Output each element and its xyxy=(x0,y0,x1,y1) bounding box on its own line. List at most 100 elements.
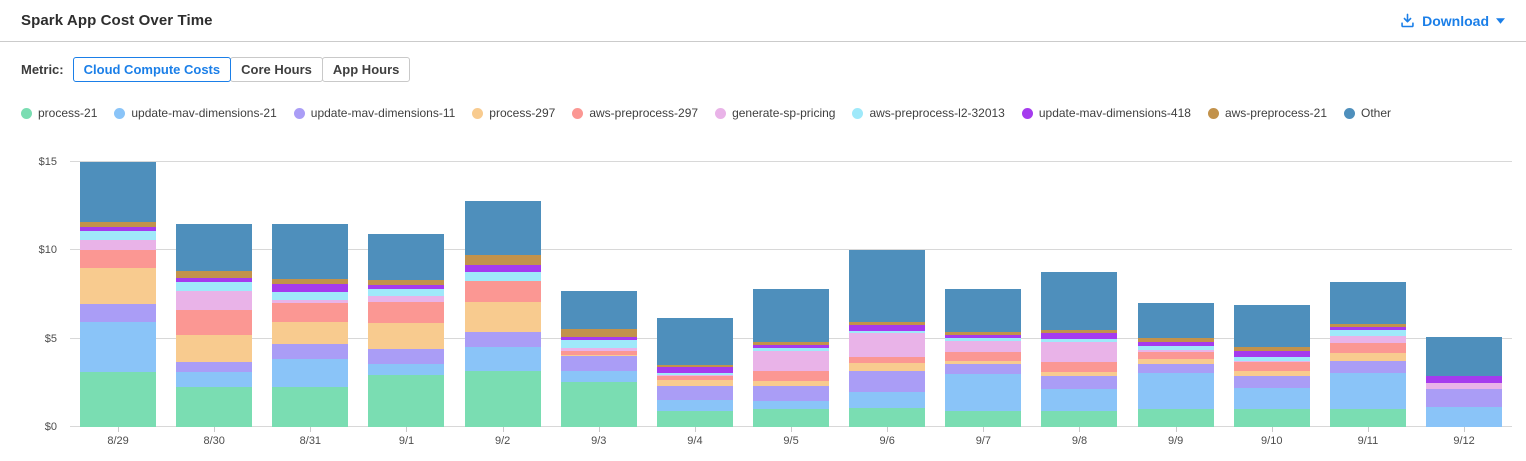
bar-segment-aws-preprocess-l2-32013[interactable] xyxy=(753,348,830,352)
stacked-bar-9/2[interactable] xyxy=(464,200,541,427)
bar-segment-update-mav-dimensions-11[interactable] xyxy=(753,386,830,402)
bar-segment-process-21[interactable] xyxy=(1329,409,1406,427)
bar-segment-update-mav-dimensions-11[interactable] xyxy=(176,361,253,373)
bar-segment-Other[interactable] xyxy=(560,291,637,329)
bar-segment-process-297[interactable] xyxy=(656,380,733,386)
bar-segment-aws-preprocess-297[interactable] xyxy=(176,310,253,336)
bar-segment-generate-sp-pricing[interactable] xyxy=(80,239,157,251)
bar-segment-aws-preprocess-21[interactable] xyxy=(753,342,830,346)
bar-segment-update-mav-dimensions-11[interactable] xyxy=(1041,375,1118,390)
bar-segment-aws-preprocess-297[interactable] xyxy=(560,351,637,355)
bar-segment-process-21[interactable] xyxy=(80,372,157,427)
bar-segment-aws-preprocess-21[interactable] xyxy=(272,279,349,284)
bar-segment-update-mav-dimensions-21[interactable] xyxy=(272,358,349,388)
bar-segment-generate-sp-pricing[interactable] xyxy=(1137,350,1214,353)
stacked-bar-9/1[interactable] xyxy=(368,234,445,427)
bar-segment-process-21[interactable] xyxy=(368,374,445,427)
bar-segment-process-21[interactable] xyxy=(656,411,733,427)
bar-segment-aws-preprocess-l2-32013[interactable] xyxy=(464,272,541,282)
bar-segment-update-mav-dimensions-11[interactable] xyxy=(272,343,349,359)
bar-segment-update-mav-dimensions-11[interactable] xyxy=(464,331,541,347)
bar-segment-aws-preprocess-l2-32013[interactable] xyxy=(1233,356,1310,361)
bar-segment-update-mav-dimensions-11[interactable] xyxy=(945,363,1022,375)
bar-segment-Other[interactable] xyxy=(1233,305,1310,347)
legend-item-aws-preprocess-21[interactable]: aws-preprocess-21 xyxy=(1207,106,1327,120)
legend-item-aws-preprocess-l2-32013[interactable]: aws-preprocess-l2-32013 xyxy=(852,106,1005,120)
bar-segment-Other[interactable] xyxy=(1041,271,1118,330)
bar-segment-process-297[interactable] xyxy=(753,381,830,387)
bar-segment-update-mav-dimensions-418[interactable] xyxy=(849,324,926,331)
bar-segment-aws-preprocess-l2-32013[interactable] xyxy=(560,340,637,349)
legend-item-update-mav-dimensions-418[interactable]: update-mav-dimensions-418 xyxy=(1021,106,1191,120)
bar-segment-update-mav-dimensions-418[interactable] xyxy=(945,335,1022,339)
bar-segment-aws-preprocess-l2-32013[interactable] xyxy=(1041,338,1118,342)
bar-segment-process-21[interactable] xyxy=(272,387,349,427)
bar-segment-process-297[interactable] xyxy=(272,321,349,344)
bar-segment-generate-sp-pricing[interactable] xyxy=(849,332,926,358)
stacked-bar-9/3[interactable] xyxy=(560,291,637,427)
bar-segment-aws-preprocess-l2-32013[interactable] xyxy=(272,291,349,300)
bar-segment-generate-sp-pricing[interactable] xyxy=(1233,360,1310,363)
download-button[interactable]: Download xyxy=(1400,13,1505,29)
bar-segment-process-297[interactable] xyxy=(1041,371,1118,376)
bar-segment-update-mav-dimensions-418[interactable] xyxy=(1233,350,1310,357)
bar-segment-aws-preprocess-l2-32013[interactable] xyxy=(80,230,157,240)
bar-segment-process-297[interactable] xyxy=(560,354,637,357)
bar-segment-process-297[interactable] xyxy=(368,322,445,350)
bar-segment-aws-preprocess-297[interactable] xyxy=(272,303,349,322)
metric-option-cloud-compute-costs[interactable]: Cloud Compute Costs xyxy=(72,57,232,82)
bar-segment-aws-preprocess-21[interactable] xyxy=(560,329,637,337)
bar-segment-generate-sp-pricing[interactable] xyxy=(272,299,349,304)
legend-item-process-297[interactable]: process-297 xyxy=(472,106,555,120)
bar-segment-aws-preprocess-297[interactable] xyxy=(753,371,830,382)
bar-segment-aws-preprocess-297[interactable] xyxy=(1137,352,1214,360)
bar-segment-generate-sp-pricing[interactable] xyxy=(945,341,1022,353)
legend-item-Other[interactable]: Other xyxy=(1344,106,1391,120)
bar-segment-update-mav-dimensions-21[interactable] xyxy=(560,371,637,382)
bar-segment-update-mav-dimensions-21[interactable] xyxy=(945,374,1022,412)
bar-segment-process-297[interactable] xyxy=(80,268,157,305)
bar-segment-generate-sp-pricing[interactable] xyxy=(656,374,733,376)
bar-segment-aws-preprocess-21[interactable] xyxy=(656,365,733,368)
bar-segment-update-mav-dimensions-21[interactable] xyxy=(1426,407,1503,427)
bar-segment-Other[interactable] xyxy=(368,234,445,281)
bar-segment-update-mav-dimensions-21[interactable] xyxy=(80,321,157,373)
bar-segment-aws-preprocess-297[interactable] xyxy=(1233,362,1310,372)
bar-segment-aws-preprocess-l2-32013[interactable] xyxy=(656,372,733,375)
bar-segment-generate-sp-pricing[interactable] xyxy=(368,296,445,302)
bar-segment-aws-preprocess-21[interactable] xyxy=(945,332,1022,336)
bar-segment-update-mav-dimensions-418[interactable] xyxy=(560,336,637,341)
bar-segment-Other[interactable] xyxy=(80,162,157,223)
bar-segment-update-mav-dimensions-21[interactable] xyxy=(849,391,926,408)
legend-item-process-21[interactable]: process-21 xyxy=(21,106,97,120)
bar-segment-aws-preprocess-297[interactable] xyxy=(945,352,1022,361)
bar-segment-Other[interactable] xyxy=(753,289,830,343)
bar-segment-aws-preprocess-l2-32013[interactable] xyxy=(1137,346,1214,351)
bar-segment-process-297[interactable] xyxy=(1233,371,1310,377)
bar-segment-process-297[interactable] xyxy=(1329,353,1406,362)
bar-segment-update-mav-dimensions-21[interactable] xyxy=(464,346,541,372)
bar-segment-process-297[interactable] xyxy=(945,360,1022,364)
bar-segment-update-mav-dimensions-418[interactable] xyxy=(1426,376,1503,384)
stacked-bar-9/6[interactable] xyxy=(849,250,926,427)
bar-segment-update-mav-dimensions-418[interactable] xyxy=(272,283,349,292)
bar-segment-aws-preprocess-21[interactable] xyxy=(1329,324,1406,328)
bar-segment-process-21[interactable] xyxy=(560,381,637,427)
bar-segment-aws-preprocess-l2-32013[interactable] xyxy=(368,289,445,297)
bar-segment-update-mav-dimensions-11[interactable] xyxy=(1426,389,1503,408)
bar-segment-update-mav-dimensions-21[interactable] xyxy=(368,364,445,375)
bar-segment-aws-preprocess-21[interactable] xyxy=(1041,329,1118,333)
bar-segment-aws-preprocess-297[interactable] xyxy=(368,301,445,323)
bar-segment-update-mav-dimensions-21[interactable] xyxy=(1137,373,1214,410)
bar-segment-process-21[interactable] xyxy=(1233,409,1310,427)
legend-item-aws-preprocess-297[interactable]: aws-preprocess-297 xyxy=(572,106,698,120)
bar-segment-update-mav-dimensions-418[interactable] xyxy=(1329,327,1406,331)
bar-segment-Other[interactable] xyxy=(464,200,541,255)
bar-segment-aws-preprocess-l2-32013[interactable] xyxy=(945,338,1022,342)
bar-segment-update-mav-dimensions-418[interactable] xyxy=(1041,332,1118,339)
bar-segment-update-mav-dimensions-21[interactable] xyxy=(1041,389,1118,412)
bar-segment-process-21[interactable] xyxy=(945,411,1022,427)
stacked-bar-8/29[interactable] xyxy=(80,162,157,427)
bar-segment-process-297[interactable] xyxy=(1137,359,1214,365)
bar-segment-generate-sp-pricing[interactable] xyxy=(1426,383,1503,390)
